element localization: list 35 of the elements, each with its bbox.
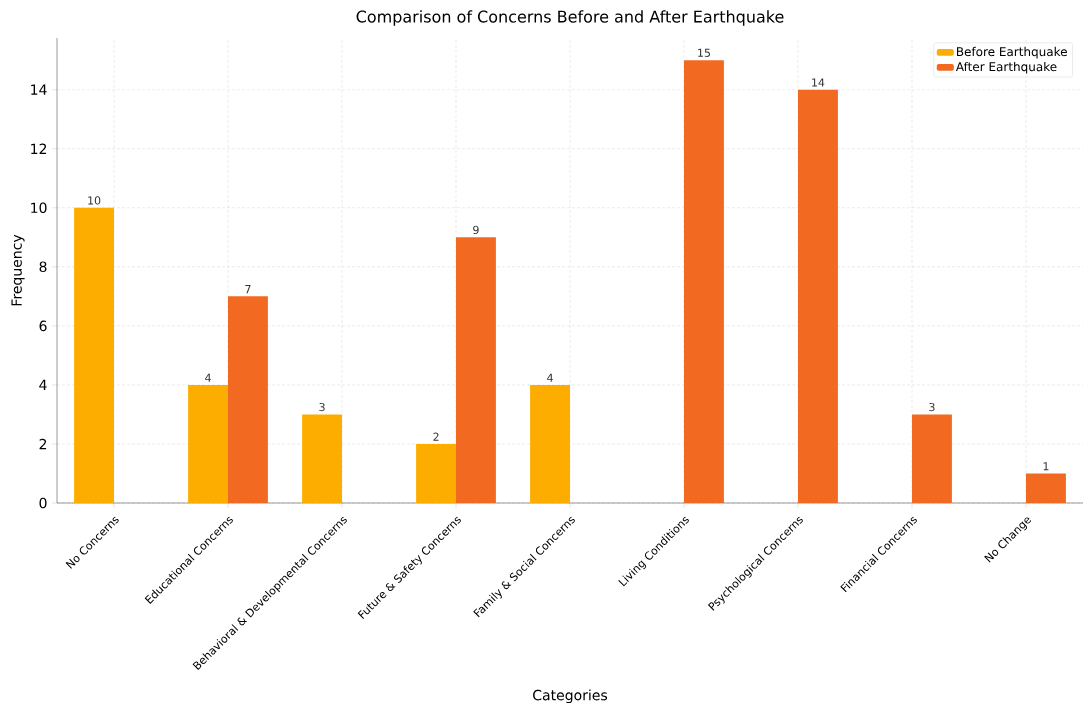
y-tick-label: 14 xyxy=(31,84,47,95)
data-label: 7 xyxy=(245,285,251,294)
bar xyxy=(798,89,838,503)
chart-title: Comparison of Concerns Before and After Earthquake xyxy=(356,10,784,26)
bar xyxy=(530,384,570,503)
bar xyxy=(1026,473,1066,503)
data-label: 14 xyxy=(812,78,825,87)
data-label: 3 xyxy=(929,402,935,412)
bar xyxy=(416,443,456,503)
y-axis-title: Frequency xyxy=(11,234,25,306)
x-axis-title: Categories xyxy=(533,689,608,704)
bar xyxy=(74,207,114,503)
y-tick-label: 2 xyxy=(39,438,47,450)
data-label: 4 xyxy=(547,373,553,382)
bar xyxy=(684,60,724,503)
y-tick-label: 0 xyxy=(39,497,47,509)
y-tick-label: 4 xyxy=(39,379,47,391)
legend-label: Before Earthquake xyxy=(957,46,1067,59)
bar xyxy=(912,414,952,503)
data-label: 1 xyxy=(1043,462,1049,471)
legend-label: After Earthquake xyxy=(955,61,1057,74)
bar xyxy=(188,384,228,503)
data-label: 15 xyxy=(698,48,710,57)
data-label: 2 xyxy=(433,432,439,441)
y-tick-label: 6 xyxy=(39,320,47,332)
data-label: 4 xyxy=(205,373,211,382)
y-tick-label: 10 xyxy=(31,202,47,214)
y-tick-label: 8 xyxy=(39,261,47,273)
data-label: 10 xyxy=(88,196,101,205)
y-tick-label: 12 xyxy=(31,143,47,154)
data-label: 9 xyxy=(473,225,479,235)
bar xyxy=(302,414,342,503)
bar xyxy=(228,296,268,503)
bar xyxy=(456,237,496,503)
data-label: 3 xyxy=(319,402,325,412)
